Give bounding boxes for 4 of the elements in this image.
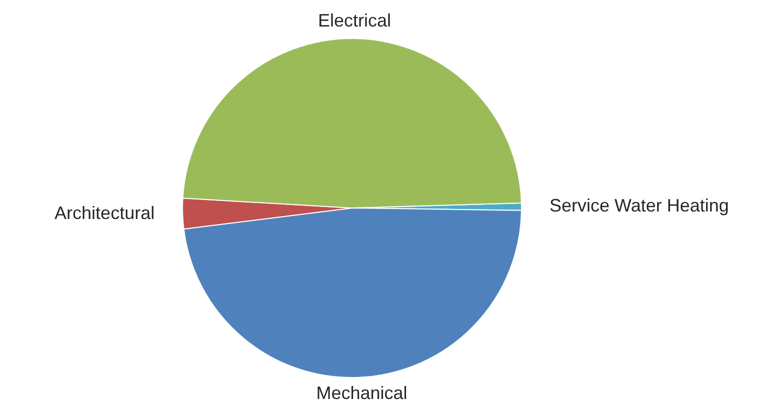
slice-label: Service Water Heating (549, 196, 729, 216)
slice-label: Mechanical (316, 383, 408, 402)
slice-label: Architectural (54, 202, 155, 223)
slice-label: Electrical (318, 10, 392, 30)
